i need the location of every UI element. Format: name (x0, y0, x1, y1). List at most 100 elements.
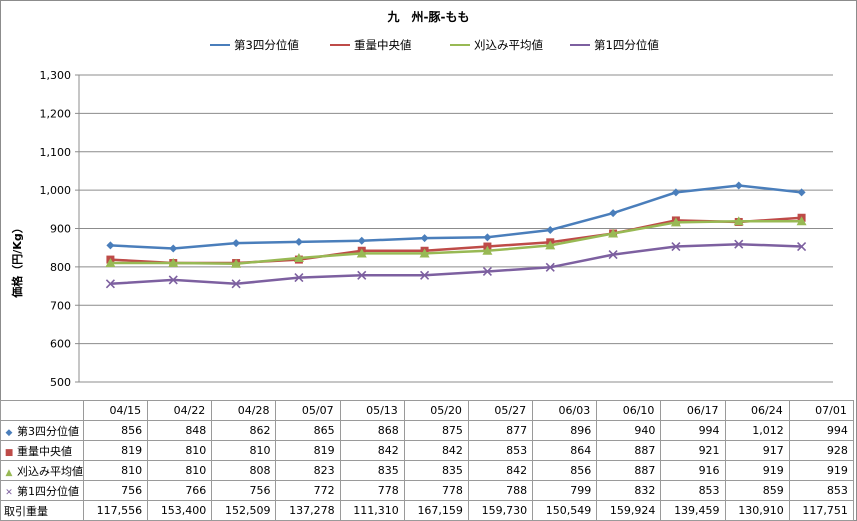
table-legend-key: ◆ (5, 427, 13, 438)
data-point (105, 258, 116, 268)
data-label: 810 (82, 460, 149, 481)
y-tick-label: 500 (50, 376, 71, 389)
table-series-name: 第1四分位値 (17, 484, 79, 498)
data-point (293, 253, 304, 263)
data-label: 799 (532, 480, 598, 501)
data-label: 917 (724, 440, 790, 461)
data-label: 919 (788, 460, 854, 481)
x-tick-label: 06/03 (532, 400, 598, 421)
data-label: 875 (403, 420, 469, 441)
data-point (231, 258, 242, 268)
legend-label: 第3四分位値 (234, 38, 299, 52)
data-point (420, 270, 430, 280)
y-tick-label: 900 (50, 223, 71, 236)
data-label: 994 (788, 420, 854, 441)
data-point (734, 181, 743, 190)
table-row: ■ 重量中央値 819 810 810 819 842 842 853 864 887 921 917 9… (0, 440, 854, 461)
data-label: 810 (147, 460, 213, 481)
data-point (671, 188, 680, 197)
data-point (545, 240, 556, 250)
data-point (168, 275, 178, 285)
table-row: ✕ 第1四分位値 756 766 756 772 778 778 788 799 832 853 859… (0, 480, 854, 501)
data-label: 994 (660, 420, 726, 441)
data-label: 896 (532, 420, 598, 441)
table-cell: 139,459 (660, 500, 726, 521)
table-cell: 167,159 (403, 500, 469, 521)
x-tick-label: 06/10 (596, 400, 662, 421)
data-label: 848 (147, 420, 213, 441)
chart-title: 九 州-豚-もも (387, 10, 470, 24)
x-tick-label: 05/13 (339, 400, 405, 421)
table-cell: 117,556 (82, 500, 149, 521)
table-cell: 111,310 (339, 500, 405, 521)
data-label: 756 (82, 480, 149, 501)
data-point (670, 217, 681, 227)
data-label: 819 (275, 440, 341, 461)
table-row-header: ■ 重量中央値 (0, 440, 84, 461)
data-label: 856 (532, 460, 598, 481)
data-label: 919 (724, 460, 790, 481)
x-tick-label: 05/20 (403, 400, 469, 421)
table-legend-key: ✕ (5, 487, 13, 498)
data-point (733, 216, 744, 226)
data-point (420, 234, 429, 243)
table-corner-cell (0, 400, 84, 421)
data-table: 04/15 04/22 04/28 05/07 05/13 05/20 05/27 06/03… (0, 400, 854, 521)
data-point (357, 270, 367, 280)
table-row-header: ◆ 第3四分位値 (0, 420, 84, 441)
table-row: 取引重量 117,556 153,400 152,509 137,278 111,310 1… (0, 500, 854, 521)
data-label: 1,012 (724, 420, 790, 441)
data-point (294, 237, 303, 246)
data-label: 810 (147, 440, 213, 461)
data-label: 756 (211, 480, 277, 501)
data-label: 877 (467, 420, 534, 441)
series-line (110, 184, 802, 250)
data-point (734, 239, 744, 249)
table-cell: 137,278 (275, 500, 341, 521)
table-row-header: ✕ 第1四分位値 (0, 480, 84, 501)
data-label: 940 (596, 420, 662, 441)
table-row: ◆ 第3四分位値 856 848 862 865 868 875 877 896 940 994 1,0… (0, 420, 854, 441)
x-tick-label: 07/01 (788, 400, 854, 421)
data-label: 868 (339, 420, 405, 441)
legend-label: 刈込み平均値 (474, 38, 543, 52)
data-point (671, 241, 681, 252)
data-label: 853 (788, 480, 854, 501)
y-tick-label: 1,100 (40, 146, 72, 159)
legend-swatch (210, 44, 230, 46)
table-legend-key: ▲ (5, 467, 13, 478)
data-label: 766 (147, 480, 213, 501)
x-tick-label: 06/17 (660, 400, 726, 421)
legend-label: 重量中央値 (354, 38, 412, 52)
data-label: 842 (403, 440, 469, 461)
data-label: 778 (339, 480, 405, 501)
x-tick-label: 04/15 (82, 400, 149, 421)
line-chart: 500 600 700 800 900 1,000 1,100 1,200 1,300 (40, 69, 833, 389)
data-label: 862 (211, 420, 277, 441)
data-point (357, 236, 366, 245)
data-label: 772 (275, 480, 341, 501)
data-label: 810 (211, 440, 277, 461)
table-row-header: 取引重量 (0, 500, 84, 521)
data-point (356, 248, 367, 258)
table-row-header: ▲ 刈込み平均値 (0, 460, 84, 481)
table-cell: 130,910 (724, 500, 790, 521)
table-cell: 150,549 (532, 500, 598, 521)
data-label: 864 (532, 440, 598, 461)
data-point (483, 233, 492, 242)
series-line (110, 219, 802, 266)
data-point (482, 245, 493, 255)
data-label: 842 (467, 460, 534, 481)
y-tick-label: 600 (50, 338, 71, 351)
y-tick-label: 700 (50, 299, 71, 312)
data-label: 842 (339, 440, 405, 461)
data-label: 778 (403, 480, 469, 501)
data-point (106, 241, 115, 250)
legend-swatch (450, 44, 470, 46)
data-point (796, 216, 807, 226)
data-label: 835 (339, 460, 405, 481)
table-row: ▲ 刈込み平均値 810 810 808 823 835 835 842 856 887 916 919… (0, 460, 854, 481)
data-label: 859 (724, 480, 790, 501)
data-point (482, 266, 492, 277)
legend-swatch (570, 44, 590, 46)
